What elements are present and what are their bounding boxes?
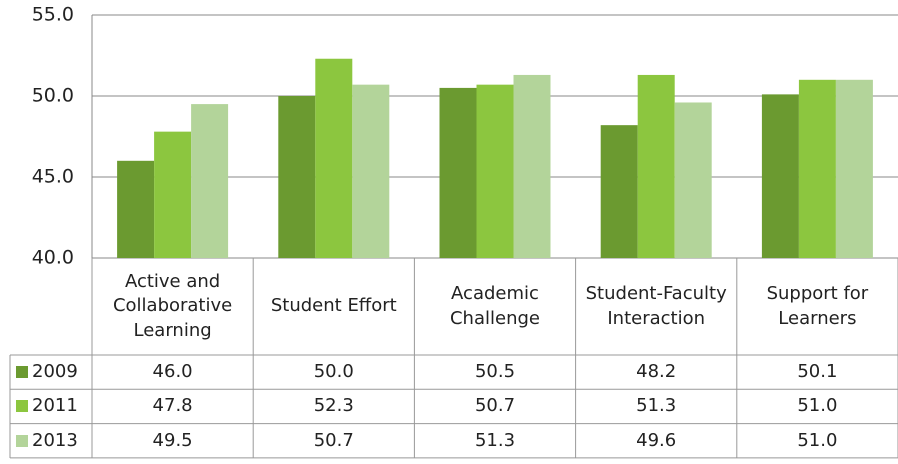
legend-label: 2013 xyxy=(32,429,78,451)
table-value: 50.0 xyxy=(313,361,354,382)
table-value: 50.1 xyxy=(797,361,838,382)
table-value: 50.5 xyxy=(474,361,516,382)
y-tick-label: 50.0 xyxy=(32,85,74,107)
legend-key xyxy=(16,434,28,447)
category-label: Student-Faculty Interaction xyxy=(585,283,727,329)
table-value: 50.7 xyxy=(474,395,516,417)
table-value: 51.3 xyxy=(474,429,516,451)
bar xyxy=(835,79,873,258)
bar xyxy=(513,74,551,258)
legend-entry: 2013 xyxy=(10,424,92,458)
legend-entry: 2009 xyxy=(10,355,92,389)
table-value: 48.2 xyxy=(636,361,677,382)
table-value: 47.8 xyxy=(152,395,193,417)
bar xyxy=(600,125,638,258)
table-value: 52.3 xyxy=(313,395,354,417)
bar xyxy=(637,74,675,258)
y-tick-label: 55.0 xyxy=(32,4,74,26)
bar xyxy=(154,131,192,258)
legend-entry: 2011 xyxy=(10,389,92,423)
table-value: 50.7 xyxy=(313,429,354,451)
bar xyxy=(278,96,316,258)
bar xyxy=(674,102,712,258)
bar xyxy=(439,87,477,259)
legend-key xyxy=(16,366,28,379)
legend-key xyxy=(16,400,28,413)
legend-label: 2011 xyxy=(32,395,78,417)
bar xyxy=(761,94,799,258)
table-value: 49.6 xyxy=(636,429,677,451)
bar xyxy=(191,104,229,258)
table-value: 51.0 xyxy=(797,429,838,451)
legend-label: 2009 xyxy=(32,361,78,382)
category-label: Academic Challenge xyxy=(449,283,540,329)
bar xyxy=(315,58,353,258)
bar xyxy=(117,160,155,258)
category-label: Support for Learners xyxy=(766,283,869,329)
category-label: Active and Collaborative Learning xyxy=(112,271,233,341)
y-tick-label: 45.0 xyxy=(32,166,74,188)
table-value: 49.5 xyxy=(152,429,193,451)
table-value: 46.0 xyxy=(152,361,193,382)
bar xyxy=(476,84,514,258)
y-tick-label: 40.0 xyxy=(32,247,74,269)
bar xyxy=(798,79,836,258)
table-value: 51.0 xyxy=(797,395,838,417)
table-value: 51.3 xyxy=(636,395,677,417)
category-label: Student Effort xyxy=(270,295,397,317)
bar xyxy=(352,84,390,258)
